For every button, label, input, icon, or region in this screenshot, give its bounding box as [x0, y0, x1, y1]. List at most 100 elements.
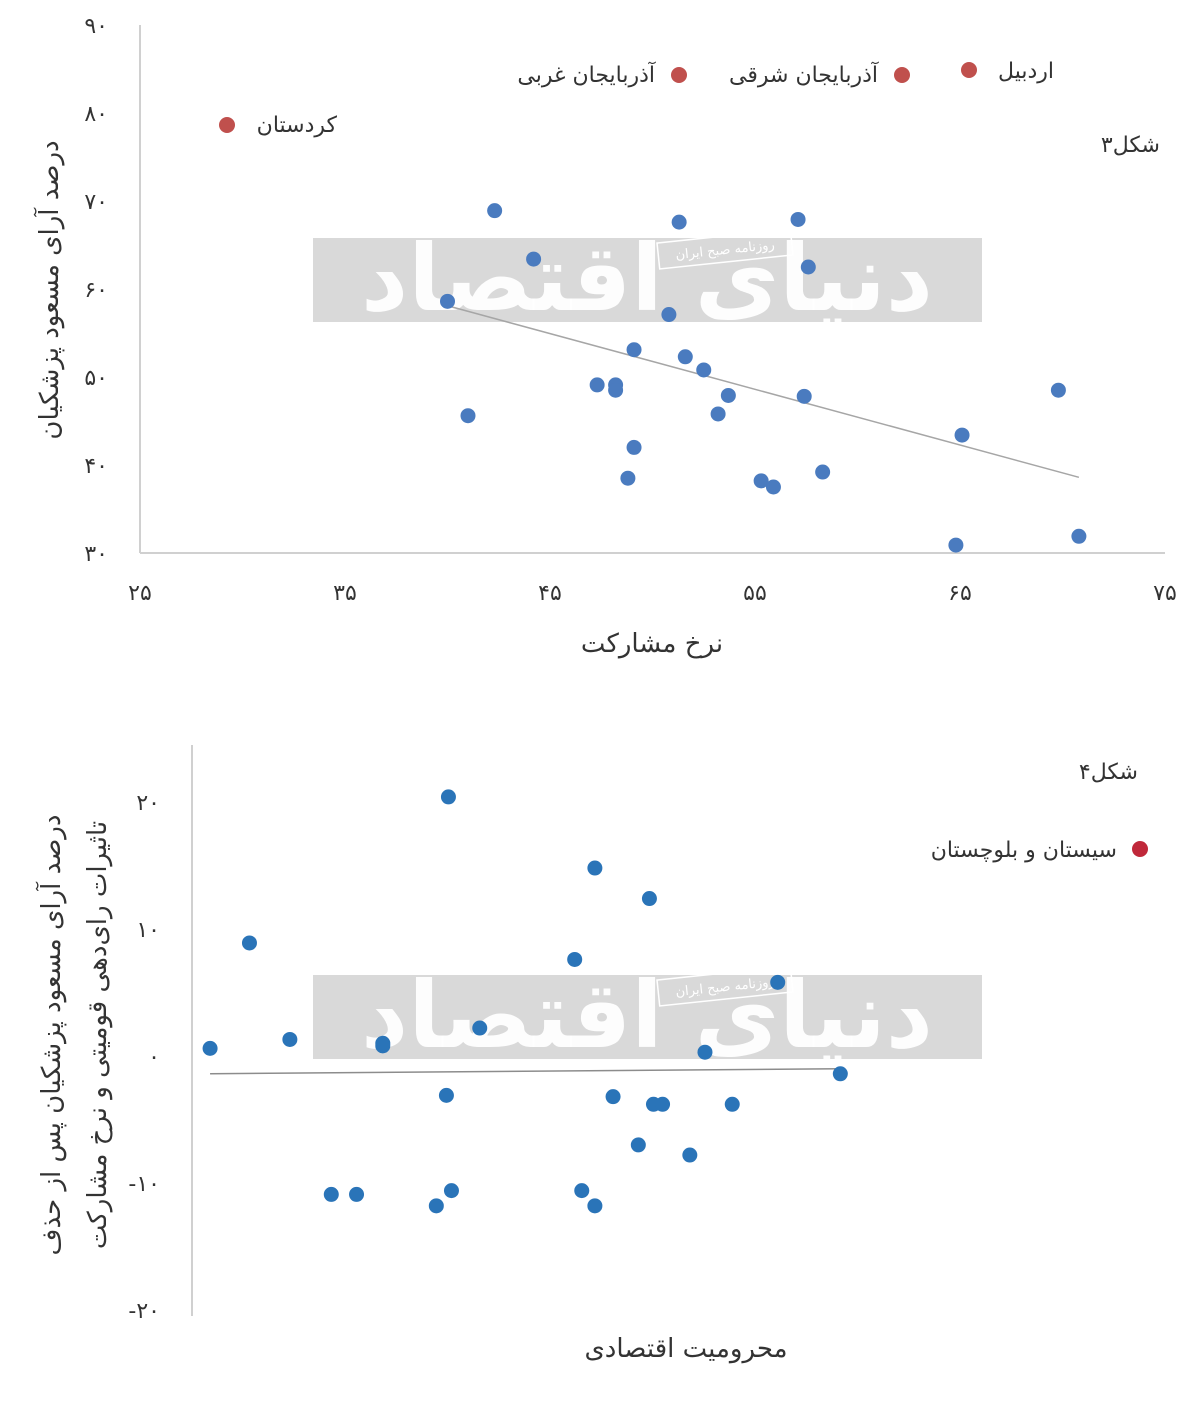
chart-1-data-point [800, 259, 816, 275]
chart-1-data-point [954, 427, 970, 443]
chart-1-x-tick-label: ۵۵ [743, 581, 767, 606]
chart-1-x-tick-label: ۲۵ [128, 581, 152, 606]
chart-2-y-tick-label: ۲۰ [136, 791, 160, 816]
chart-1-data-point [677, 349, 693, 365]
chart-2-y-axis-title: درصد آرای مسعود پزشکیان پس از حذف [35, 815, 67, 1256]
highlight-marker [894, 67, 910, 83]
chart-1-data-point [815, 464, 831, 480]
chart-1-x-tick-label: ۴۵ [538, 581, 562, 606]
watermark-1-subtitle-box [656, 228, 794, 270]
chart-1-data-point [1071, 528, 1087, 544]
chart-1-data-point [589, 377, 605, 393]
chart-2-y-tick-label: -۲۰ [128, 1299, 160, 1324]
chart-1-data-point [620, 470, 636, 486]
chart-1-data-point [487, 203, 503, 219]
chart-2-data-point [323, 1186, 339, 1202]
chart-1-y-tick-label: ۶۰ [84, 278, 108, 303]
chart-2-highlight-sistan-baluchestan: سیستان و بلوچستان [931, 838, 1148, 863]
chart-1-x-tick-label: ۷۵ [1153, 581, 1177, 606]
chart-1-data-point [626, 439, 642, 455]
chart-2-data-point [641, 891, 657, 907]
chart-2-data-point [587, 1198, 603, 1214]
chart-2-data-point [241, 935, 257, 951]
chart-1-x-axis-title: نرخ مشارکت [581, 629, 723, 659]
watermark-2-band [313, 975, 982, 1059]
chart-2-y-tick-label: ۱۰ [136, 918, 160, 943]
highlight-marker [219, 117, 235, 133]
chart-1-data-point [720, 387, 736, 403]
chart-2-data-point [472, 1020, 488, 1036]
chart-1-data-point [790, 211, 806, 227]
watermark-1: دنیای اقتصاد روزنامه صبح ایران [313, 225, 982, 332]
chart-1-data-point [460, 408, 476, 424]
chart-2-points [202, 789, 848, 1214]
chart-2-figure-label: شکل۴ [1079, 760, 1138, 785]
chart-2-y-ticks: -۲۰ -۱۰ ۰ ۱۰ ۲۰ [128, 791, 160, 1324]
chart-1-y-tick-label: ۷۰ [84, 190, 108, 215]
chart-1-x-tick-label: ۶۵ [948, 581, 972, 606]
chart-1-highlight-east-azarbaijan: آذربایجان شرقی [729, 61, 910, 88]
highlight-label: سیستان و بلوچستان [931, 838, 1117, 863]
chart-2-data-point [605, 1089, 621, 1105]
chart-2-data-point [349, 1186, 365, 1202]
chart-1-points [440, 203, 1087, 553]
highlight-label: کردستان [257, 113, 338, 138]
chart-2-x-axis-title: محرومیت اقتصادی [584, 1334, 787, 1364]
chart-1-figure-label: شکل۳ [1101, 133, 1160, 158]
chart-2-data-point [428, 1198, 444, 1214]
chart-1: ۳۰ ۴۰ ۵۰ ۶۰ ۷۰ ۸۰ ۹۰ ۲۵ ۳۵ ۴۵ ۵۵ ۶۵ ۷۵ نرخ مشارکت د… [33, 14, 1177, 659]
highlight-marker [671, 67, 687, 83]
chart-1-data-point [948, 537, 964, 553]
watermark-2-brand: دنیای اقتصاد [361, 962, 933, 1069]
chart-1-data-point [440, 293, 455, 309]
chart-1-trendline [447, 304, 1080, 479]
chart-1-y-axis-title: درصد آرای مسعود پزشکیان [33, 140, 65, 439]
chart-2-data-point [770, 974, 786, 990]
watermark-1-brand: دنیای اقتصاد [361, 225, 933, 332]
chart-1-y-tick-label: ۹۰ [84, 14, 108, 39]
chart-1-y-tick-label: ۴۰ [84, 454, 108, 479]
chart-2-trendline [210, 1067, 841, 1075]
chart-1-y-tick-label: ۳۰ [84, 542, 108, 567]
chart-2-data-point [724, 1096, 740, 1112]
chart-1-data-point [608, 382, 624, 398]
highlight-label: آذربایجان شرقی [729, 61, 879, 88]
chart-1-x-tick-label: ۳۵ [333, 581, 357, 606]
watermark-1-band [313, 238, 982, 322]
chart-2-y-axis-title-line2: تاثیرات رای‌دهی قومیتی و نرخ مشارکت [83, 821, 113, 1249]
chart-2-data-point [587, 860, 603, 876]
chart-2-data-point [443, 1183, 459, 1199]
chart-2-data-point [655, 1096, 671, 1112]
watermark-2: دنیای اقتصاد روزنامه صبح ایران [313, 962, 982, 1069]
chart-1-data-point [661, 307, 677, 323]
chart-2-data-point [574, 1183, 590, 1199]
chart-1-data-point [765, 479, 781, 495]
highlight-marker [961, 62, 977, 78]
chart-2-data-point [440, 789, 456, 805]
chart-1-data-point [753, 473, 769, 489]
chart-1-data-point [626, 342, 642, 358]
chart-2-data-point [567, 951, 583, 967]
chart-2-data-point [682, 1147, 698, 1163]
chart-2-y-tick-label: ۰ [148, 1045, 160, 1070]
chart-1-highlight-kurdistan: کردستان [219, 113, 338, 138]
chart-1-data-point [1050, 382, 1066, 398]
highlight-marker [1132, 841, 1148, 857]
chart-2-data-point [832, 1066, 848, 1082]
chart-2-data-point [697, 1044, 713, 1060]
chart-2: -۲۰ -۱۰ ۰ ۱۰ ۲۰ محرومیت اقتصادی درصد آرای مس… [35, 745, 1148, 1364]
chart-2-data-point [282, 1031, 298, 1047]
chart-2-y-tick-label: -۱۰ [128, 1172, 160, 1197]
chart-2-data-point [438, 1087, 454, 1103]
chart-1-highlight-west-azarbaijan: آذربایجان غربی [517, 61, 687, 88]
chart-1-data-point [796, 388, 812, 404]
highlight-label: آذربایجان غربی [517, 61, 656, 88]
chart-1-data-point [710, 406, 726, 422]
chart-2-data-point [375, 1038, 391, 1054]
chart-1-highlight-ardabil: اردبیل [961, 59, 1054, 84]
chart-1-data-point [671, 214, 687, 230]
chart-1-data-point [526, 251, 542, 267]
watermark-2-subtitle-box [656, 965, 794, 1007]
chart-1-y-tick-label: ۸۰ [84, 102, 108, 127]
